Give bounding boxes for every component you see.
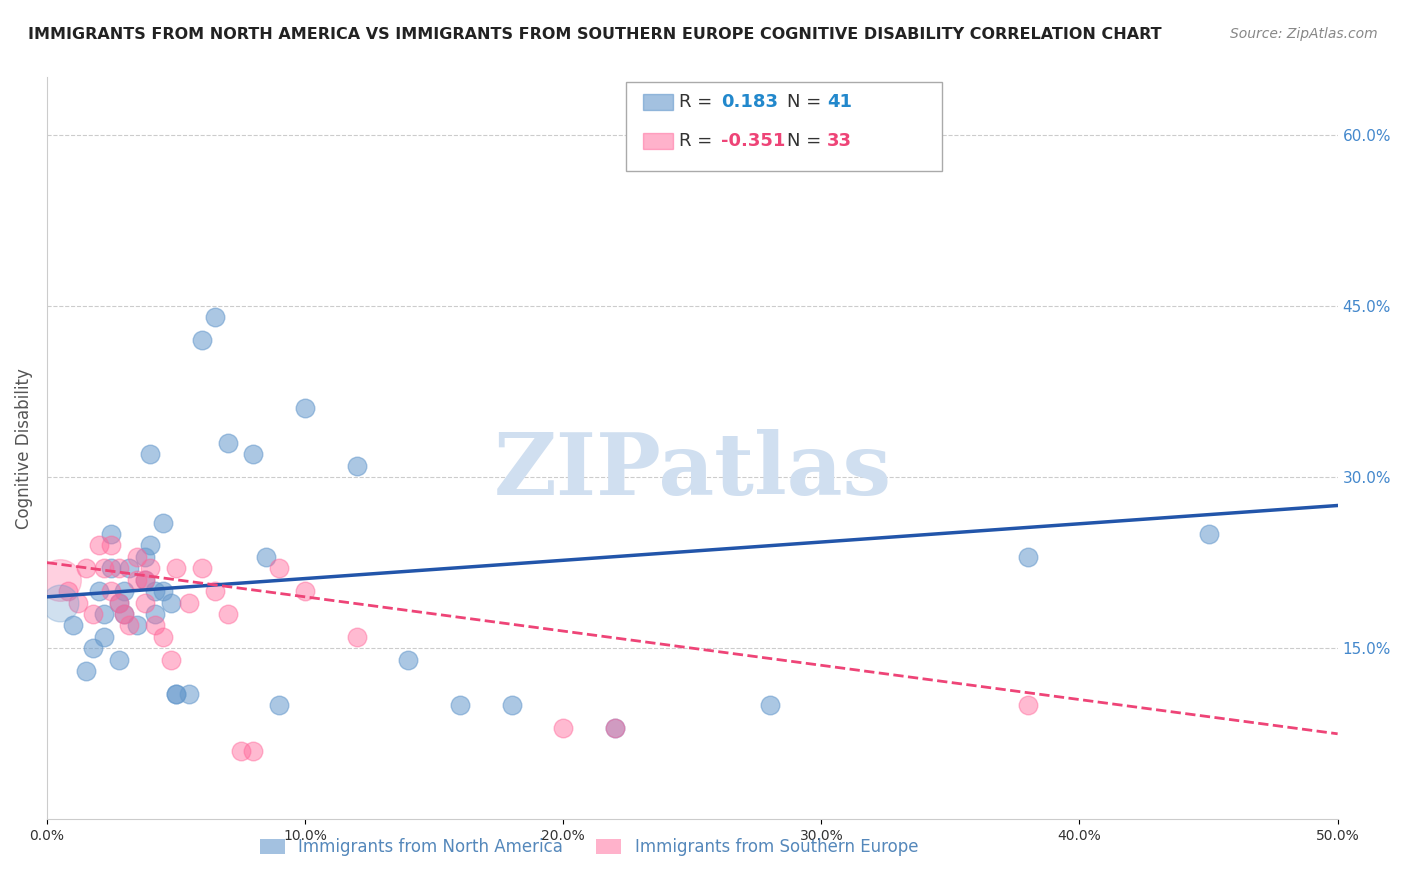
Point	[204, 310, 226, 325]
Point	[159, 595, 181, 609]
Point	[100, 584, 122, 599]
Point	[294, 584, 316, 599]
Point	[100, 561, 122, 575]
Point	[449, 698, 471, 713]
Point	[152, 516, 174, 530]
Point	[217, 607, 239, 621]
Point	[112, 607, 135, 621]
Point	[134, 595, 156, 609]
Point	[127, 573, 149, 587]
Point	[49, 573, 72, 587]
Point	[1017, 549, 1039, 564]
Point	[217, 435, 239, 450]
Point	[100, 527, 122, 541]
Point	[152, 584, 174, 599]
Point	[112, 584, 135, 599]
Point	[139, 447, 162, 461]
Point	[118, 561, 141, 575]
Text: IMMIGRANTS FROM NORTH AMERICA VS IMMIGRANTS FROM SOUTHERN EUROPE COGNITIVE DISAB: IMMIGRANTS FROM NORTH AMERICA VS IMMIGRA…	[28, 27, 1161, 42]
Point	[165, 687, 187, 701]
Point	[152, 630, 174, 644]
Point	[93, 630, 115, 644]
Point	[191, 333, 214, 347]
Point	[229, 744, 252, 758]
Text: N =: N =	[787, 132, 827, 150]
Point	[108, 595, 131, 609]
Point	[553, 721, 575, 735]
Point	[396, 652, 419, 666]
Point	[191, 561, 214, 575]
Point	[242, 744, 264, 758]
Point	[127, 618, 149, 632]
Point	[93, 561, 115, 575]
Point	[603, 721, 626, 735]
Point	[269, 561, 291, 575]
Point	[82, 607, 104, 621]
Text: 41: 41	[827, 93, 852, 111]
Text: R =: R =	[679, 93, 718, 111]
Point	[75, 561, 97, 575]
Point	[49, 595, 72, 609]
Point	[108, 595, 131, 609]
Point	[87, 538, 110, 552]
Point	[177, 595, 200, 609]
Point	[165, 687, 187, 701]
Point	[66, 595, 89, 609]
Y-axis label: Cognitive Disability: Cognitive Disability	[15, 368, 32, 529]
Point	[56, 584, 79, 599]
Text: Source: ZipAtlas.com: Source: ZipAtlas.com	[1230, 27, 1378, 41]
Point	[93, 607, 115, 621]
Point	[165, 561, 187, 575]
Point	[603, 721, 626, 735]
Point	[108, 561, 131, 575]
Point	[139, 561, 162, 575]
Point	[177, 687, 200, 701]
Point	[501, 698, 523, 713]
Point	[143, 607, 166, 621]
Point	[294, 401, 316, 416]
Text: 0.183: 0.183	[721, 93, 779, 111]
Point	[82, 641, 104, 656]
Point	[134, 573, 156, 587]
Point	[118, 618, 141, 632]
Point	[100, 538, 122, 552]
Point	[87, 584, 110, 599]
Point	[108, 652, 131, 666]
Point	[1017, 698, 1039, 713]
Point	[62, 618, 84, 632]
Text: 33: 33	[827, 132, 852, 150]
Point	[204, 584, 226, 599]
Legend: Immigrants from North America, Immigrants from Southern Europe: Immigrants from North America, Immigrant…	[253, 831, 925, 863]
Point	[758, 698, 780, 713]
Point	[134, 573, 156, 587]
Point	[1198, 527, 1220, 541]
Point	[159, 652, 181, 666]
Point	[134, 549, 156, 564]
Point	[75, 664, 97, 678]
Text: -0.351: -0.351	[721, 132, 786, 150]
Point	[254, 549, 277, 564]
Point	[139, 538, 162, 552]
Point	[127, 549, 149, 564]
Text: N =: N =	[787, 93, 827, 111]
Text: R =: R =	[679, 132, 718, 150]
Point	[143, 618, 166, 632]
Point	[346, 630, 368, 644]
Point	[143, 584, 166, 599]
Point	[269, 698, 291, 713]
Point	[112, 607, 135, 621]
Point	[346, 458, 368, 473]
Point	[242, 447, 264, 461]
Text: ZIPatlas: ZIPatlas	[494, 429, 891, 513]
